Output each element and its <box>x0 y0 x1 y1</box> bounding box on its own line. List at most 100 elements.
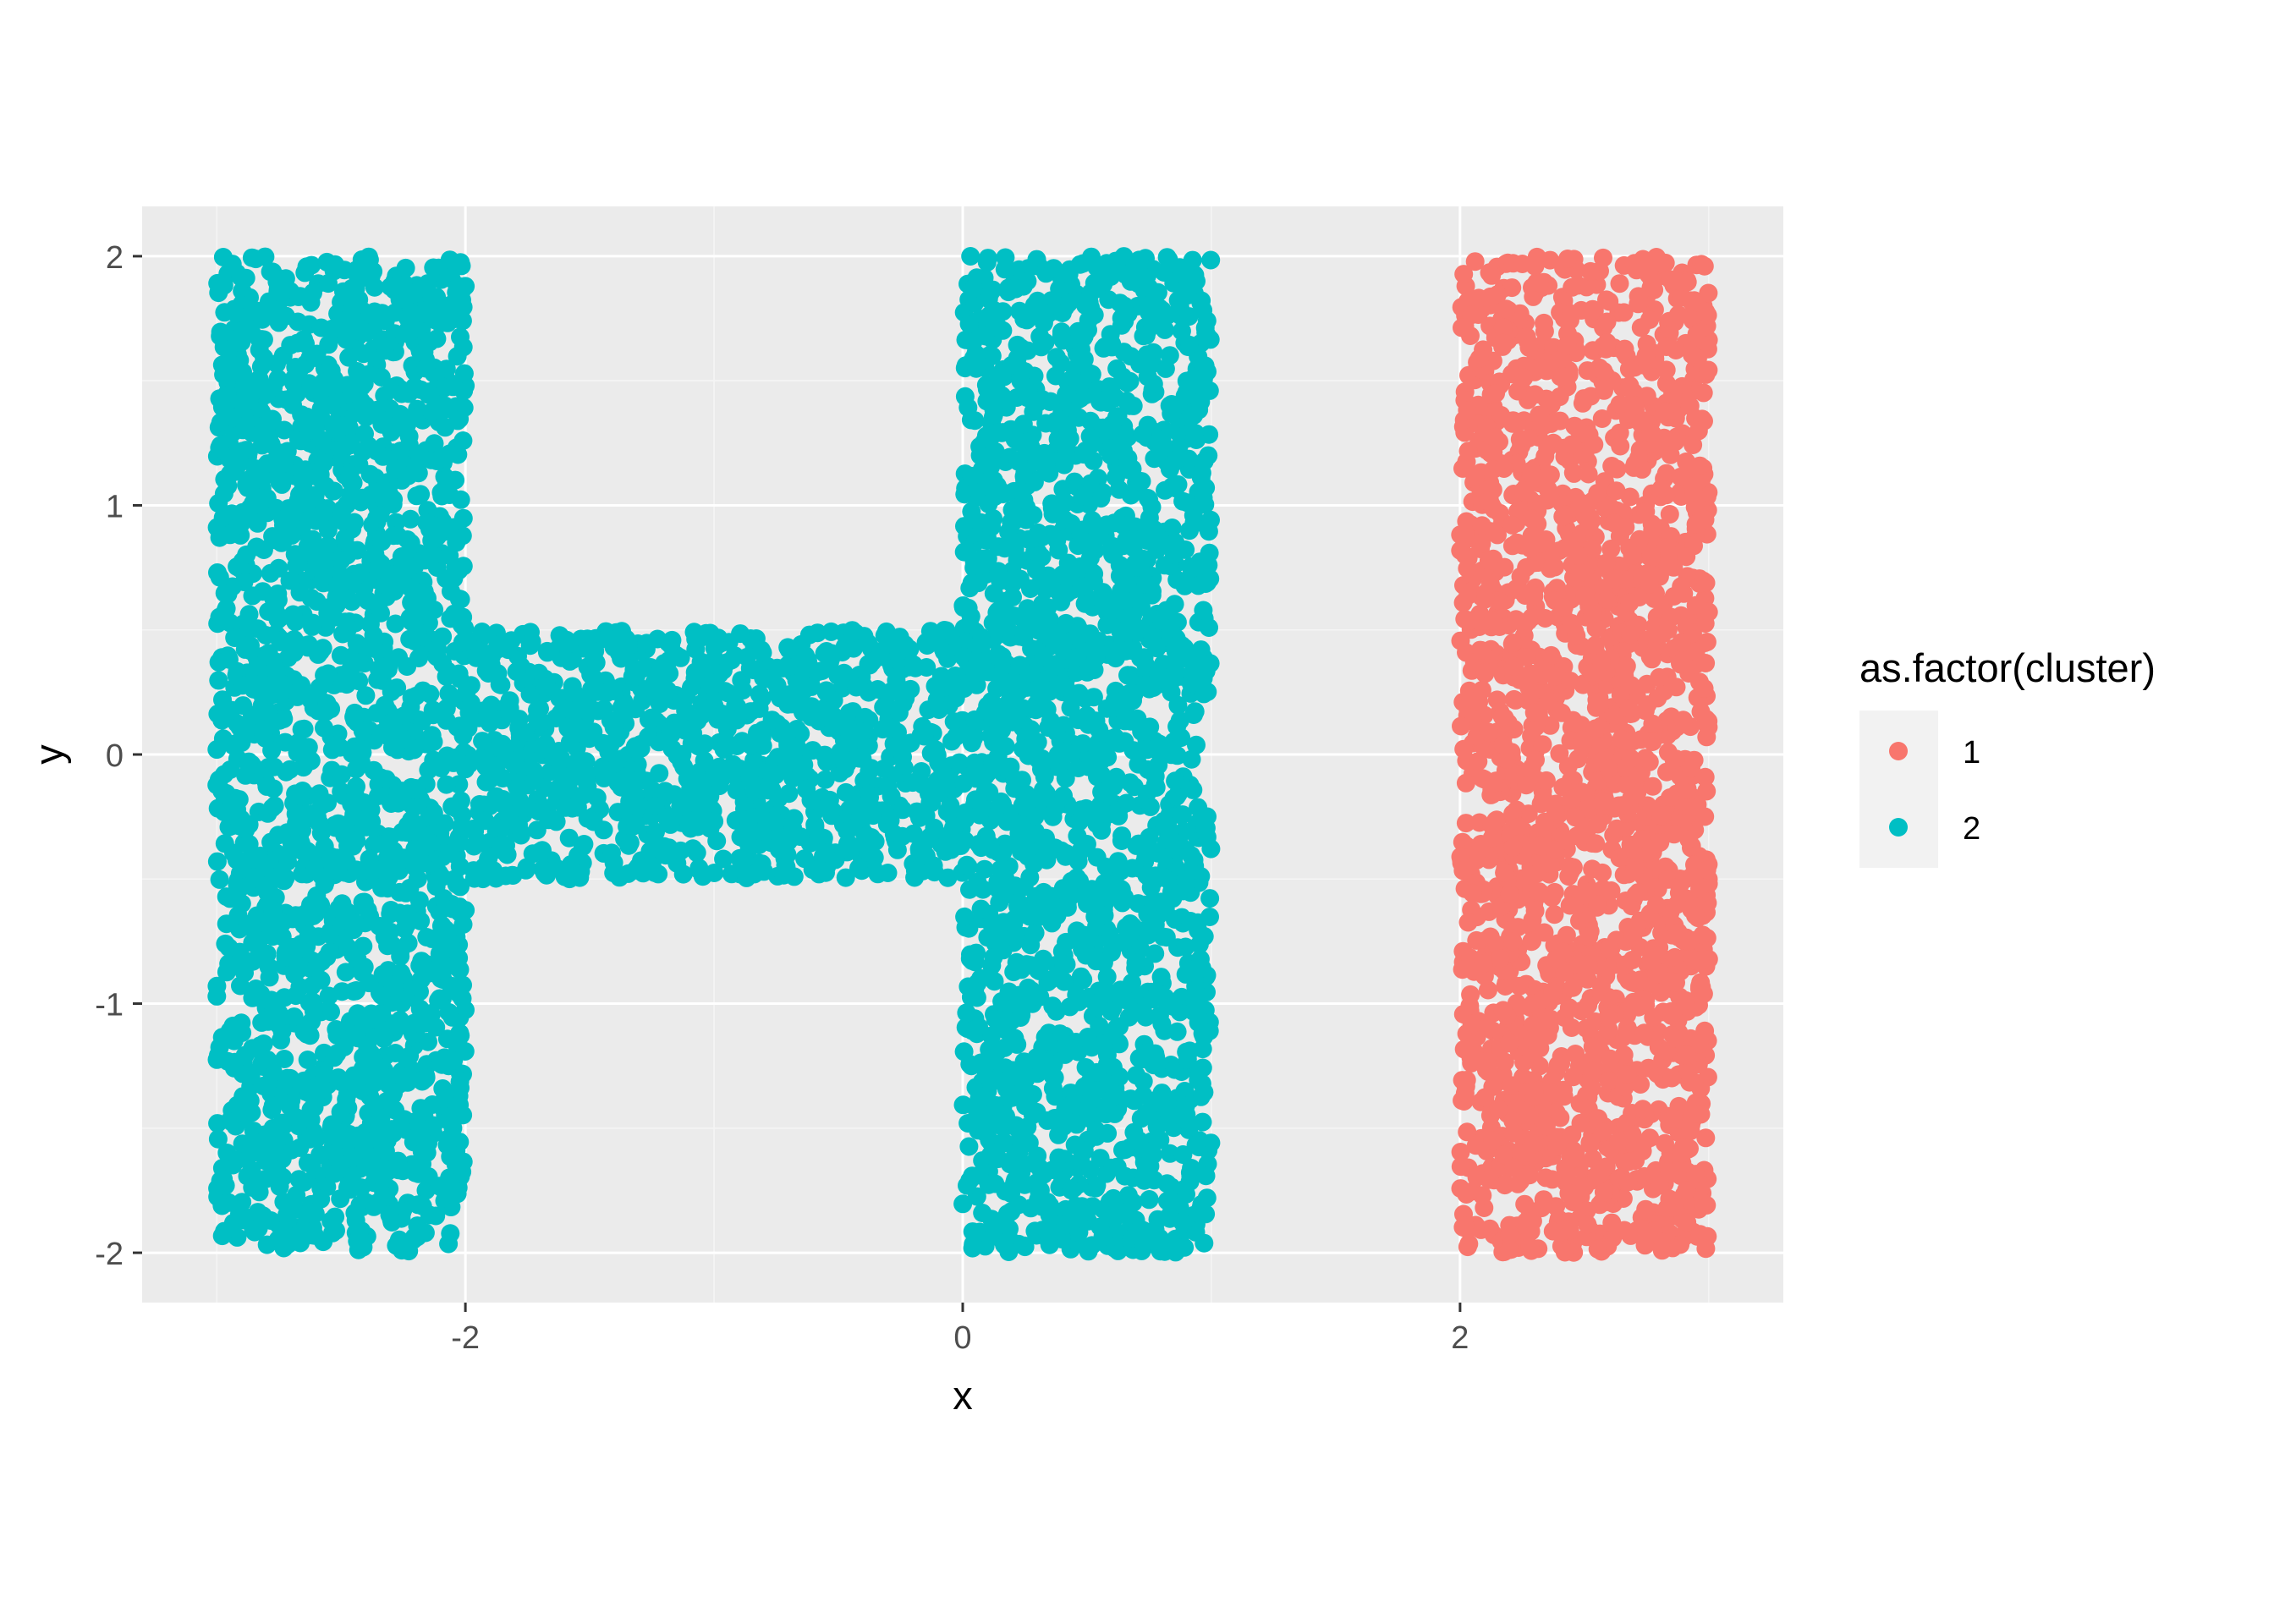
point-2-0-1707 <box>243 1178 262 1197</box>
point-1-0-1834 <box>1461 611 1480 630</box>
point-2-0-1985 <box>372 414 392 434</box>
point-1-0-1696 <box>1594 361 1613 381</box>
point-1-0-1356 <box>1646 1160 1666 1180</box>
point-1-0-1290 <box>1536 771 1556 790</box>
point-2-0-1668 <box>370 592 389 612</box>
point-2-0-1278 <box>328 304 348 323</box>
point-2-0-1756 <box>332 551 351 570</box>
point-2-1-868 <box>676 701 695 721</box>
point-1-0-1059 <box>1592 409 1612 428</box>
point-1-0-1695 <box>1563 1193 1583 1211</box>
point-1-0-1677 <box>1696 1239 1716 1259</box>
point-2-0-490 <box>292 720 311 739</box>
point-1-0-1653 <box>1531 794 1551 814</box>
point-1-0-1440 <box>1483 612 1502 631</box>
point-2-1-807 <box>618 864 638 883</box>
point-2-0-1752 <box>276 675 295 694</box>
point-2-0-1608 <box>439 1002 459 1022</box>
point-1-0-1657 <box>1677 452 1696 471</box>
point-1-0-1441 <box>1502 1076 1521 1095</box>
point-1-0-1612 <box>1563 1067 1583 1087</box>
point-2-0-1764 <box>241 1067 261 1086</box>
point-1-0-962 <box>1691 1105 1711 1124</box>
point-1-0-1504 <box>1629 294 1648 314</box>
point-2-1-576 <box>671 841 690 860</box>
point-2-0-1679 <box>304 992 323 1012</box>
point-1-0-1744 <box>1483 351 1502 370</box>
point-2-1-894 <box>602 843 621 863</box>
point-2-0-1720 <box>288 384 306 403</box>
scatter-points <box>207 247 1718 1262</box>
point-1-0-1947 <box>1567 626 1586 645</box>
point-2-1-532 <box>537 641 557 661</box>
point-2-0-1619 <box>381 399 400 419</box>
point-1-0-1940 <box>1534 1190 1553 1210</box>
point-2-0-286 <box>275 1050 294 1068</box>
point-2-0-1914 <box>227 628 246 647</box>
point-2-1-915 <box>613 696 633 716</box>
point-2-0-713 <box>318 520 338 540</box>
point-1-0-1663 <box>1644 1007 1663 1027</box>
point-2-0-1881 <box>239 752 259 771</box>
point-2-0-1453 <box>348 1004 367 1023</box>
point-2-0-572 <box>451 327 470 347</box>
point-2-0-1739 <box>321 396 341 414</box>
point-2-0-1602 <box>301 1110 321 1129</box>
point-2-0-1647 <box>349 653 368 672</box>
point-2-0-1993 <box>406 779 426 798</box>
point-1-0-1923 <box>1629 883 1648 903</box>
point-2-1-195 <box>728 697 747 716</box>
point-2-0-1836 <box>394 706 414 726</box>
point-2-0-1581 <box>453 311 472 331</box>
point-1-0-1394 <box>1697 782 1716 801</box>
point-1-0-1598 <box>1458 586 1477 606</box>
point-2-1-958 <box>717 733 737 753</box>
point-1-0-1512 <box>1585 719 1605 738</box>
point-1-0-1774 <box>1495 863 1514 882</box>
point-2-1-941 <box>686 629 706 649</box>
point-2-0-1163 <box>244 679 263 699</box>
point-2-0-1899 <box>444 1051 464 1070</box>
point-2-1-862 <box>568 846 588 865</box>
point-2-0-1820 <box>222 700 241 720</box>
point-1-0-1987 <box>1686 514 1706 534</box>
point-2-0-783 <box>299 738 318 757</box>
point-1-0-1738 <box>1515 1194 1535 1214</box>
point-2-0-1971 <box>354 957 374 977</box>
point-2-0-1777 <box>259 702 278 721</box>
point-2-0-1442 <box>413 1197 432 1215</box>
point-1-0-1448 <box>1503 414 1523 433</box>
point-2-0-1832 <box>239 835 259 853</box>
point-1-0-892 <box>1660 505 1679 524</box>
point-2-0-1241 <box>219 954 239 974</box>
point-1-0-1900 <box>1677 1181 1696 1200</box>
point-1-0-1691 <box>1577 1201 1596 1221</box>
point-1-0-1423 <box>1558 250 1577 268</box>
point-1-0-1564 <box>1650 1176 1669 1195</box>
point-1-0-1161 <box>1563 1125 1582 1144</box>
point-2-0-1626 <box>404 857 424 876</box>
point-2-0-1702 <box>386 459 405 479</box>
point-2-0-1584 <box>251 357 271 376</box>
point-2-1-818 <box>507 662 526 682</box>
point-2-1-743 <box>626 667 645 687</box>
point-1-0-1438 <box>1510 976 1529 996</box>
point-1-0-1806 <box>1505 656 1524 676</box>
point-2-1-893 <box>705 864 724 882</box>
point-2-0-1961 <box>228 906 248 925</box>
point-2-0-1945 <box>387 526 407 545</box>
point-2-0-1880 <box>412 952 431 971</box>
point-2-0-1948 <box>261 435 281 454</box>
point-1-0-1873 <box>1566 808 1585 827</box>
point-1-0-1455 <box>1681 1122 1700 1140</box>
point-1-0-1741 <box>1591 976 1611 996</box>
point-1-0-1586 <box>1566 1045 1585 1063</box>
point-2-0-1911 <box>415 343 434 362</box>
point-2-1-972 <box>493 794 513 814</box>
point-1-0-1520 <box>1618 1024 1638 1044</box>
point-1-0-1493 <box>1482 816 1502 836</box>
point-1-0-1944 <box>1492 707 1512 727</box>
point-2-0-1520 <box>319 535 338 555</box>
point-1-0-1781 <box>1530 273 1549 293</box>
point-2-0-1792 <box>378 660 398 679</box>
